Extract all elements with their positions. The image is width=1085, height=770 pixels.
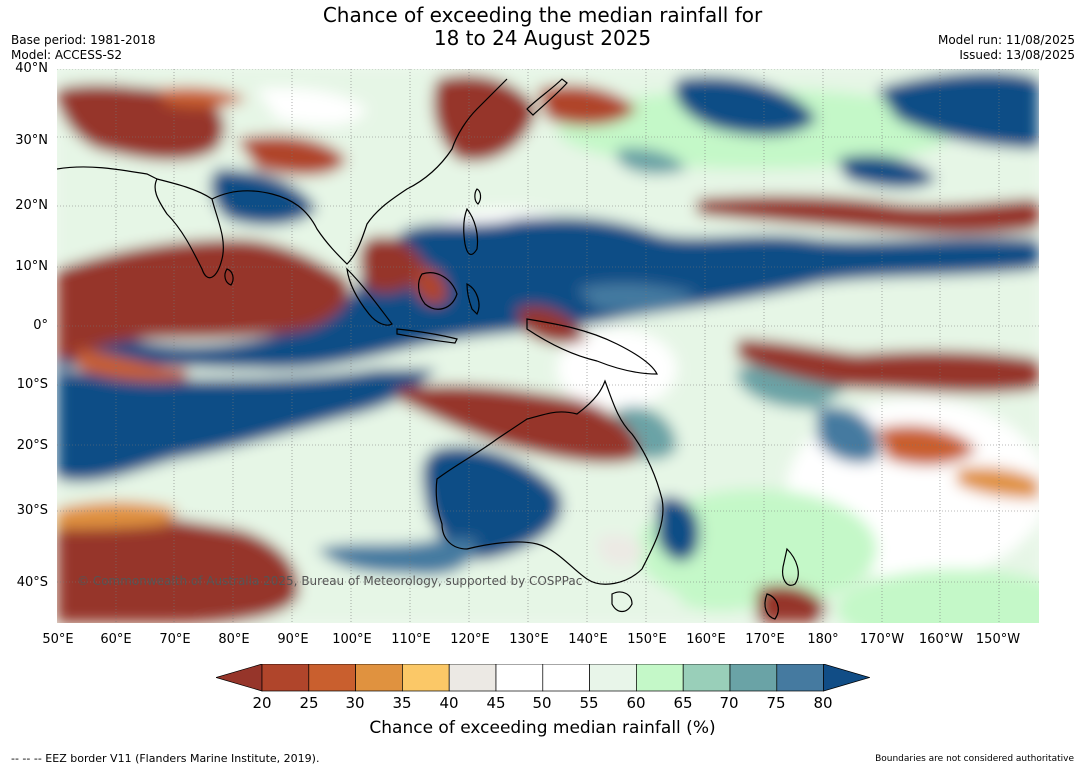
boundaries-disclaimer: Boundaries are not considered authoritat…: [875, 754, 1074, 764]
cb-tick-70: 70: [719, 694, 739, 712]
colorbar-title: Chance of exceeding median rainfall (%): [369, 718, 716, 738]
asia-mainland-outline: [57, 78, 508, 265]
lon-label-150w: 150°W: [975, 632, 1021, 647]
cb-tick-35: 35: [392, 694, 412, 712]
cb-tick-30: 30: [345, 694, 365, 712]
japan-outline: [526, 78, 568, 116]
cb-tick-75: 75: [766, 694, 786, 712]
colorbar-segment: [261, 664, 310, 692]
tasmania-outline: [611, 591, 633, 613]
philippines-outline: [463, 207, 479, 256]
lat-label-0: 0°: [33, 318, 48, 333]
borneo-outline: [418, 272, 458, 310]
sri-lanka-outline: [224, 268, 234, 286]
lon-label-110e: 110°E: [391, 632, 431, 647]
copyright-text: © Commonwealth of Australia 2025, Bureau…: [77, 574, 582, 588]
lon-label-120e: 120°E: [450, 632, 490, 647]
sulawesi-outline: [466, 283, 480, 316]
graticule: [57, 69, 1039, 623]
lat-label-30s: 30°S: [16, 503, 48, 518]
new-zealand-outline: [764, 547, 799, 620]
lat-label-10s: 10°S: [16, 377, 48, 392]
cb-tick-40: 40: [439, 694, 459, 712]
cb-tick-20: 20: [252, 694, 272, 712]
lon-label-150e: 150°E: [627, 632, 667, 647]
colorbar-segment: [355, 664, 403, 692]
cb-tick-25: 25: [299, 694, 319, 712]
eez-legend-text: -- -- -- EEZ border V11 (Flanders Marine…: [11, 752, 320, 765]
new-guinea-outline: [526, 318, 658, 375]
map-canvas: © Commonwealth of Australia 2025, Bureau…: [57, 69, 1039, 623]
lon-label-60e: 60°E: [100, 632, 132, 647]
colorbar-segment: [308, 664, 356, 692]
india-outline: [154, 178, 224, 279]
colorbar-segment: [448, 664, 497, 692]
issued-text: Issued: 13/08/2025: [959, 48, 1075, 62]
cb-tick-65: 65: [673, 694, 693, 712]
meta-right: Model run: 11/08/2025 Issued: 13/08/2025: [938, 33, 1075, 63]
lat-label-40s: 40°S: [16, 575, 48, 590]
title-line-1: Chance of exceeding the median rainfall …: [322, 3, 763, 27]
colorbar-segment: [495, 664, 544, 692]
coastlines: [57, 78, 799, 620]
lon-label-160w: 160°W: [918, 632, 964, 647]
cb-tick-80: 80: [813, 694, 833, 712]
title-line-2: 18 to 24 August 2025: [433, 26, 652, 50]
meta-left: Base period: 1981-2018 Model: ACCESS-S2: [11, 33, 156, 63]
colorbar-segment: [636, 664, 684, 692]
lat-label-20n: 20°N: [15, 198, 48, 213]
lon-label-130e: 130°E: [509, 632, 549, 647]
colorbar-segment: [589, 664, 637, 692]
lon-label-70e: 70°E: [159, 632, 191, 647]
colorbar-segment: [542, 664, 590, 692]
colorbar-segment: [776, 664, 824, 692]
model-run-text: Model run: 11/08/2025: [937, 33, 1075, 47]
colorbar-segment: [402, 664, 450, 692]
cb-tick-50: 50: [532, 694, 552, 712]
lon-label-170w: 170°W: [859, 632, 905, 647]
lon-label-170e: 170°E: [745, 632, 785, 647]
colorbar-segment: [682, 664, 731, 692]
lon-label-50e: 50°E: [42, 632, 74, 647]
rainfall-map: © Commonwealth of Australia 2025, Bureau…: [57, 69, 1039, 623]
lon-label-180: 180°: [807, 632, 839, 647]
cb-tick-55: 55: [579, 694, 599, 712]
model-text: Model: ACCESS-S2: [11, 48, 123, 62]
lon-label-160e: 160°E: [686, 632, 726, 647]
colorbar-extend-high: [823, 664, 870, 692]
cb-tick-60: 60: [626, 694, 646, 712]
lat-label-20s: 20°S: [16, 438, 48, 453]
lat-label-10n: 10°N: [15, 259, 48, 274]
cb-tick-45: 45: [486, 694, 506, 712]
colorbar-extend-low: [216, 664, 263, 692]
rainfall-field: [57, 69, 1039, 623]
lon-label-100e: 100°E: [332, 632, 372, 647]
map-title: Chance of exceeding the median rainfall …: [0, 4, 1085, 50]
colorbar: [216, 664, 870, 692]
base-period-text: Base period: 1981-2018: [11, 33, 156, 47]
lon-label-80e: 80°E: [218, 632, 250, 647]
lon-label-90e: 90°E: [277, 632, 309, 647]
lat-label-30n: 30°N: [15, 133, 48, 148]
australia-outline: [435, 379, 664, 585]
taiwan-outline: [474, 188, 482, 205]
colorbar-segment: [729, 664, 778, 692]
lon-label-140e: 140°E: [568, 632, 608, 647]
sumatra-outline: [346, 267, 393, 326]
lat-label-40n: 40°N: [15, 61, 48, 76]
java-outline: [396, 328, 458, 344]
